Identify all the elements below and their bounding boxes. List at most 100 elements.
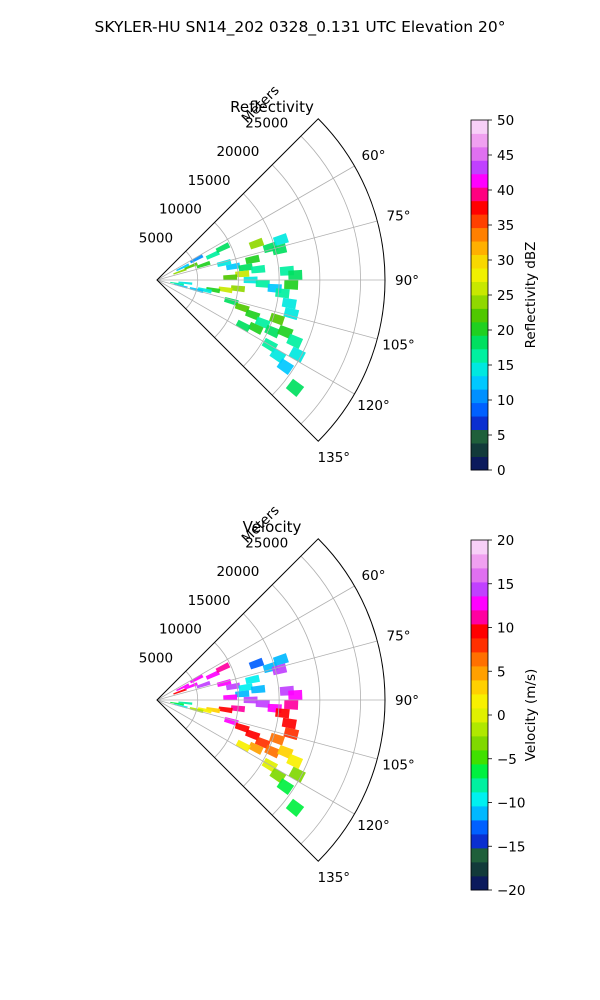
colorbar-tick-label-8: 20 (497, 533, 514, 549)
colorbar-segment-23 (471, 554, 488, 569)
azimuth-tick-label-2: 90° (395, 273, 419, 289)
radar-cell-40 (269, 312, 285, 326)
colorbar-segment-9 (471, 335, 488, 350)
colorbar-tick-label-2: 10 (497, 393, 514, 409)
range-tick-label-3: 20000 (216, 564, 259, 580)
radar-cell-7 (238, 263, 253, 272)
colorbar-segment-13 (471, 281, 488, 296)
colorbar-tick-label-7: 35 (497, 218, 514, 234)
azimuth-tick-label-5: 135° (318, 450, 351, 466)
azimuth-tick-label-0: 60° (362, 568, 386, 584)
radar-cell-9 (245, 674, 260, 685)
reflectivity-panel: Reflectivity500010000150002000025000Mete… (139, 83, 539, 479)
colorbar-segment-21 (471, 173, 488, 188)
azimuth-tick-label-1: 75° (387, 208, 411, 224)
colorbar-segment-19 (471, 610, 488, 625)
colorbar-segment-8 (471, 764, 488, 779)
colorbar-tick-label-6: 10 (497, 621, 514, 637)
range-tick-label-0: 5000 (139, 651, 173, 667)
radar-cell-18 (197, 287, 212, 294)
radar-cell-42 (286, 333, 304, 350)
radar-cell-10 (235, 270, 250, 278)
colorbar-segment-18 (471, 624, 488, 639)
colorbar-segment-4 (471, 820, 488, 835)
azimuth-tick-label-3: 105° (382, 758, 415, 774)
radar-cell-48 (170, 281, 184, 286)
colorbar-tick-label-0: −20 (497, 883, 526, 899)
colorbar-tick-label-2: −10 (497, 796, 526, 812)
radar-cell-39 (283, 307, 300, 321)
radar-cell-10 (235, 690, 250, 698)
radar-cell-29 (276, 358, 295, 375)
radar-cell-4 (215, 662, 231, 673)
radar-cell-36 (284, 280, 299, 290)
radar-cell-17 (206, 287, 221, 294)
radar-cell-8 (250, 264, 266, 274)
radar-cell-32 (248, 237, 265, 250)
colorbar-segment-11 (471, 308, 488, 323)
range-tick-label-2: 15000 (188, 173, 231, 189)
azimuth-tick-label-5: 135° (318, 870, 351, 886)
colorbar-segment-1 (471, 862, 488, 877)
colorbar-segment-17 (471, 638, 488, 653)
colorbar: 0 5 10 15 20 25 30 35 40 45 50 Reflectivity dBZ (470, 113, 539, 479)
radar-cell-22 (245, 309, 261, 321)
radar-cell-3 (205, 670, 220, 680)
radar-cell-31 (272, 233, 289, 246)
colorbar-segment-16 (471, 241, 488, 256)
radar-cell-2 (196, 680, 211, 689)
colorbar-segment-12 (471, 295, 488, 309)
colorbar-tick-label-1: −15 (497, 839, 526, 855)
radar-cell-43 (288, 766, 306, 783)
radar-cell-40 (269, 732, 285, 746)
radar-cell-24 (264, 324, 281, 339)
radar-cell-46 (176, 263, 190, 272)
radar-cell-24 (264, 744, 281, 759)
radar-cell-25 (247, 321, 264, 335)
azimuth-tick-label-4: 120° (357, 398, 390, 414)
colorbar-segment-22 (471, 160, 488, 175)
colorbar-segment-6 (471, 792, 488, 807)
colorbar-tick-label-4: 0 (497, 708, 506, 724)
radar-cell-25 (247, 741, 264, 755)
colorbar-segment-21 (471, 582, 488, 597)
colorbar-tick-label-4: 20 (497, 323, 514, 339)
radar-cell-29 (276, 778, 295, 795)
azimuth-spoke-0 (156, 165, 355, 281)
radar-cell-21 (234, 302, 250, 313)
colorbar-segment-0 (471, 876, 488, 891)
radar-cell-39 (283, 727, 300, 741)
colorbar-segment-19 (471, 200, 488, 215)
radar-cell-17 (206, 707, 221, 714)
range-tick-label-0: 5000 (139, 231, 173, 247)
colorbar-segment-15 (471, 666, 488, 681)
colorbar-segment-3 (471, 834, 488, 849)
radar-cell-41 (277, 325, 294, 340)
panel-title: Velocity (243, 518, 302, 536)
colorbar-segment-6 (471, 375, 488, 390)
azimuth-spoke-0 (156, 585, 355, 701)
radar-cell-43 (288, 346, 306, 363)
radar-cell-0 (173, 688, 187, 695)
colorbar-segment-12 (471, 708, 488, 723)
grid (156, 135, 385, 425)
colorbar-tick-label-6: 30 (497, 253, 514, 269)
radar-cell-21 (234, 722, 250, 733)
colorbar-segment-17 (471, 227, 488, 242)
radar-cell-11 (223, 274, 238, 280)
colorbar-segment-4 (471, 402, 488, 417)
azimuth-spoke-3 (156, 699, 378, 760)
colorbar-tick-label-7: 15 (497, 577, 514, 593)
azimuth-spoke-4 (156, 279, 355, 395)
radar-cell-26 (235, 739, 251, 753)
colorbar-label: Velocity (m/s) (523, 669, 539, 762)
colorbar-segment-0 (471, 456, 488, 471)
colorbar-segment-18 (471, 214, 488, 229)
colorbar-segment-7 (471, 362, 488, 377)
radar-cell-2 (196, 260, 211, 269)
radar-cell-7 (238, 683, 253, 692)
colorbar-segment-14 (471, 268, 488, 282)
radar-cell-37 (275, 708, 290, 719)
radar-cell-32 (248, 657, 265, 670)
